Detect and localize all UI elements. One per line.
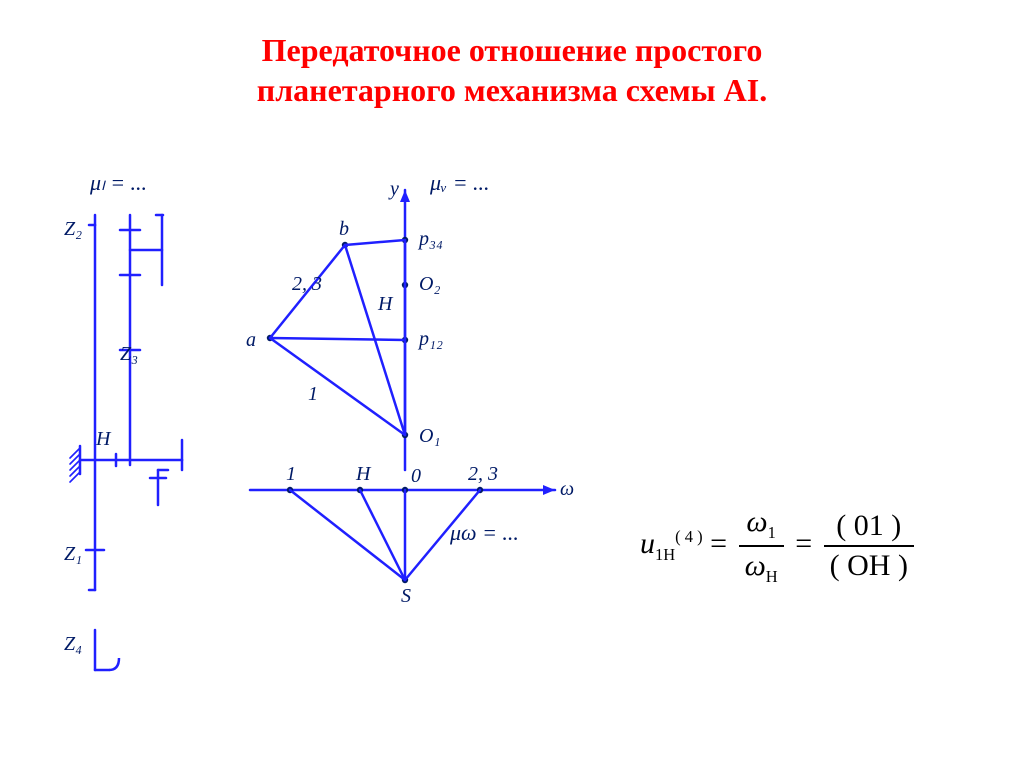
svg-text:μω = ...: μω = ... [449, 520, 519, 545]
svg-text:a: a [246, 329, 256, 351]
formula-lhs-sub: 1H [655, 545, 675, 564]
svg-text:Z₄: Z₄ [64, 633, 82, 655]
svg-text:O₂: O₂ [419, 273, 440, 295]
frac1-den: ω [745, 549, 766, 582]
title-line-1: Передаточное отношение простого [262, 32, 763, 68]
svg-text:Z₁: Z₁ [64, 543, 82, 565]
page-title: Передаточное отношение простого планетар… [0, 30, 1024, 110]
title-line-2: планетарного механизма схемы AI. [257, 72, 767, 108]
svg-text:O₁: O₁ [419, 425, 440, 447]
svg-text:H: H [95, 428, 112, 450]
svg-text:2, 3: 2, 3 [292, 273, 322, 295]
svg-text:2, 3: 2, 3 [468, 463, 498, 485]
svg-text:μᵥ = ...: μᵥ = ... [429, 170, 490, 195]
gear-ratio-formula: u1H( 4 ) = ω1 ωH = ( 01 ) ( OH ) [640, 505, 1010, 587]
svg-text:S: S [401, 585, 411, 607]
svg-text:1: 1 [286, 463, 296, 485]
kinematic-diagram: μₗ = ... Z₂ Z₃ H Z₁ Z₄ y μᵥ = ... p₃₄ O₂ p₁₂ O₁ a b 1 2… [50, 160, 650, 720]
svg-text:b: b [339, 218, 349, 240]
formula-frac-2: ( 01 ) ( OH ) [824, 509, 914, 583]
frac1-num-sub: 1 [768, 523, 776, 542]
svg-text:H: H [377, 293, 394, 315]
svg-text:y: y [388, 178, 399, 200]
frac2-num: ( 01 ) [824, 509, 914, 547]
frac1-den-sub: H [766, 567, 778, 586]
eq-sign-2: = [795, 527, 819, 560]
formula-lhs-sup: ( 4 ) [675, 527, 703, 546]
svg-text:0: 0 [411, 465, 421, 487]
svg-text:Z₃: Z₃ [120, 343, 138, 365]
frac2-den: ( OH ) [824, 547, 914, 583]
svg-text:μₗ = ...: μₗ = ... [89, 170, 147, 195]
svg-text:ω: ω [560, 478, 574, 500]
svg-text:Z₂: Z₂ [64, 218, 82, 240]
svg-text:p₁₂: p₁₂ [417, 328, 443, 350]
diagram-container: μₗ = ... Z₂ Z₃ H Z₁ Z₄ y μᵥ = ... p₃₄ O₂ p₁₂ O₁ a b 1 2… [50, 160, 650, 720]
formula-lhs-var: u [640, 527, 655, 560]
svg-text:H: H [355, 463, 372, 485]
formula-frac-1: ω1 ωH [739, 505, 784, 587]
svg-text:1: 1 [308, 383, 318, 405]
eq-sign-1: = [710, 527, 734, 560]
svg-text:p₃₄: p₃₄ [417, 228, 443, 250]
frac1-num: ω [746, 505, 767, 538]
